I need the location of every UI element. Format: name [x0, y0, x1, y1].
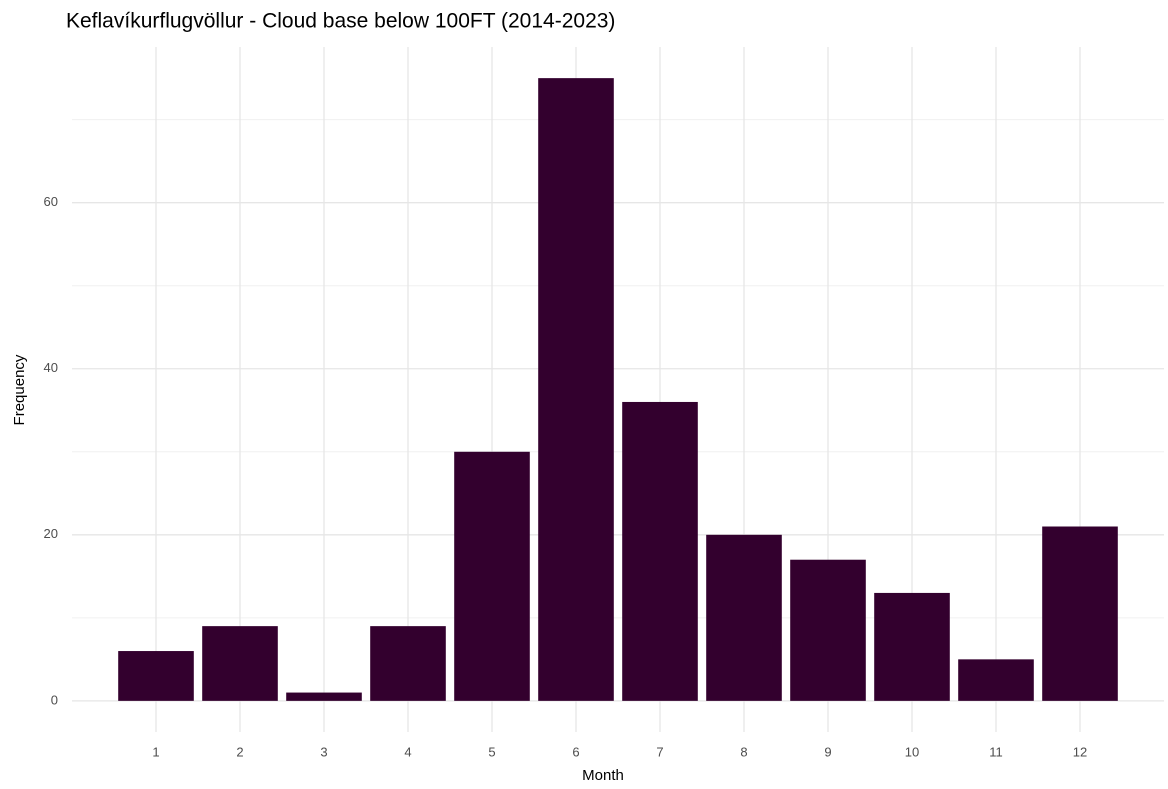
x-tick-label: 2: [236, 744, 243, 759]
bar: [790, 559, 866, 701]
x-tick-label: 7: [656, 744, 663, 759]
x-tick-label: 6: [572, 744, 579, 759]
chart-title: Keflavíkurflugvöllur - Cloud base below …: [66, 10, 615, 33]
bar: [874, 592, 950, 701]
bar: [706, 534, 782, 701]
bar: [370, 626, 446, 701]
bar: [622, 401, 698, 701]
bar: [202, 626, 278, 701]
x-tick-label: 8: [740, 744, 747, 759]
bar: [958, 659, 1034, 701]
bar: [286, 692, 362, 701]
x-tick-label: 11: [989, 744, 1003, 759]
x-tick-label: 1: [152, 744, 159, 759]
bar: [454, 451, 530, 701]
y-tick-label: 60: [44, 194, 58, 209]
x-tick-label: 10: [905, 744, 919, 759]
y-tick-label: 0: [51, 692, 58, 707]
bar: [1042, 526, 1118, 701]
y-tick-label: 40: [44, 360, 58, 375]
x-tick-label: 3: [320, 744, 327, 759]
bar: [538, 78, 614, 701]
y-axis-title: Frequency: [11, 354, 28, 425]
x-axis-title: Month: [582, 767, 624, 784]
x-tick-label: 9: [824, 744, 831, 759]
y-tick-label: 20: [44, 526, 58, 541]
bar: [118, 651, 194, 701]
x-tick-label: 5: [488, 744, 495, 759]
marks: [118, 78, 1118, 701]
x-tick-label: 12: [1073, 744, 1087, 759]
x-tick-label: 4: [404, 744, 411, 759]
